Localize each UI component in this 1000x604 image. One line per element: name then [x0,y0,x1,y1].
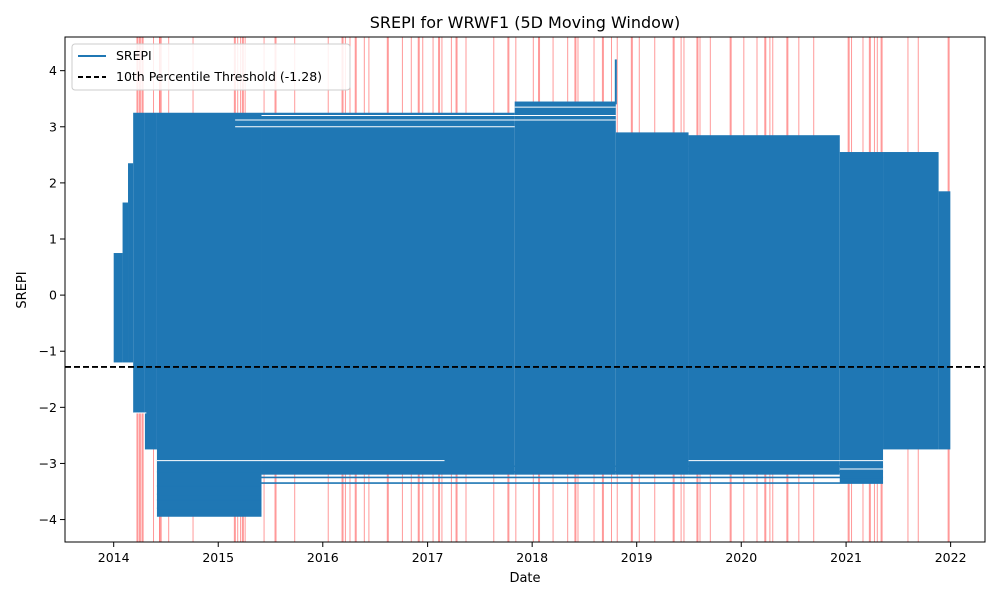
y-tick-label: 2 [49,175,57,190]
y-tick-label: −1 [39,344,57,359]
srepi-segment [122,202,129,363]
x-axis-ticks: 2014 2015 2016 2017 2018 2019 2020 2021 2022 [98,542,967,565]
x-tick-label: 2017 [412,550,444,565]
x-tick-label: 2014 [98,550,130,565]
srepi-segment [839,152,884,484]
srepi-segment [615,132,689,475]
x-tick-label: 2022 [935,550,967,565]
y-tick-label: −3 [39,456,57,471]
y-axis-label: SREPI [15,271,30,308]
srepi-segment [156,112,262,517]
x-tick-label: 2019 [621,550,653,565]
x-tick-label: 2020 [725,550,757,565]
srepi-segment [938,191,951,450]
x-tick-label: 2018 [516,550,548,565]
chart-title: SREPI for WRWF1 (5D Moving Window) [370,13,681,32]
srepi-segment [514,101,616,475]
legend-label-threshold: 10th Percentile Threshold (-1.28) [116,69,322,84]
x-axis-label: Date [509,571,540,586]
srepi-series [113,59,951,517]
y-tick-label: 0 [49,288,57,303]
srepi-segment [133,112,145,413]
srepi-segment [261,112,515,475]
y-tick-label: 1 [49,232,57,247]
y-tick-label: 3 [49,119,57,134]
srepi-segment [883,152,939,450]
y-axis-ticks: −4 −3 −2 −1 0 1 2 3 4 [39,63,65,527]
legend-label-srepi: SREPI [116,48,152,63]
srepi-segment [113,253,123,363]
y-tick-label: 4 [49,63,57,78]
legend: SREPI 10th Percentile Threshold (-1.28) [71,43,351,91]
srepi-segment [144,112,157,450]
plot-frame [64,36,986,543]
x-tick-label: 2016 [307,550,339,565]
srepi-segment [688,135,840,475]
srepi-segment [128,163,134,363]
y-tick-label: −4 [39,512,57,527]
x-tick-label: 2021 [830,550,862,565]
y-tick-label: −2 [39,400,57,415]
x-tick-label: 2015 [202,550,234,565]
legend-box [71,43,351,91]
